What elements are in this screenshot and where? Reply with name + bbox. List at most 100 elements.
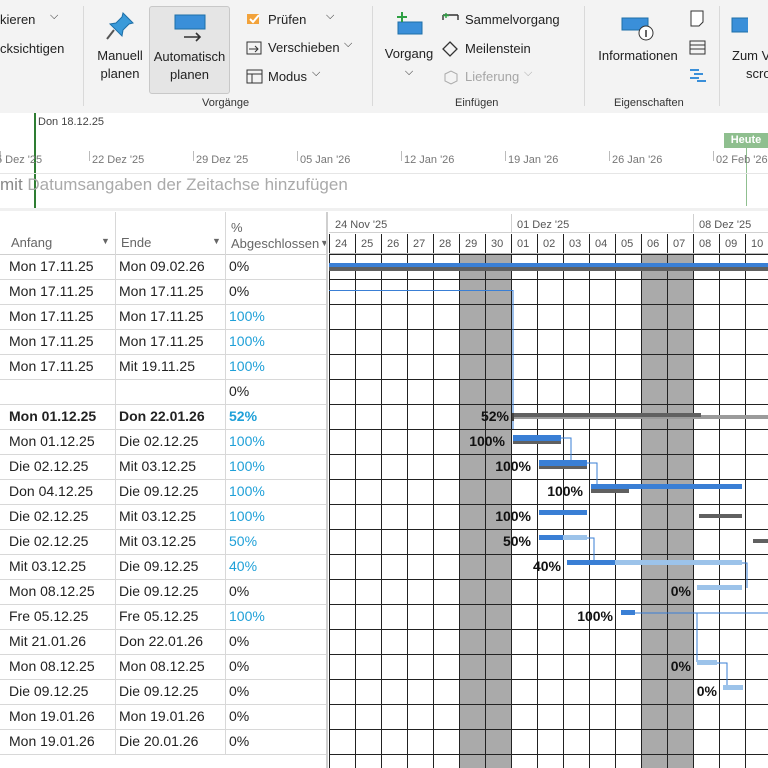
cell-end[interactable]: Mon 17.11.25 (119, 308, 204, 324)
table-row[interactable]: Mon 01.12.25 Die 02.12.25 100% (0, 429, 328, 455)
cell-percent-complete[interactable]: 100% (229, 333, 265, 349)
splitter[interactable] (326, 212, 328, 768)
auto-schedule-button[interactable]: Automatisch planen (149, 6, 230, 94)
table-row[interactable]: Mon 17.11.25 Mon 17.11.25 0% (0, 279, 328, 305)
cell-percent-complete[interactable]: 0% (229, 683, 250, 699)
dropdown-arrow-icon[interactable]: ▼ (320, 238, 329, 248)
cell-end[interactable]: Die 09.12.25 (119, 583, 199, 599)
cell-start[interactable]: Die 02.12.25 (9, 458, 89, 474)
cell-end[interactable]: Don 22.01.26 (119, 408, 205, 424)
cell-start[interactable]: Die 09.12.25 (9, 683, 89, 699)
column-header-start[interactable]: Anfang ▼ (0, 212, 116, 254)
cell-start[interactable]: Mon 08.12.25 (9, 658, 95, 674)
table-row[interactable]: Mon 17.11.25 Mon 17.11.25 100% (0, 329, 328, 355)
insert-task-button[interactable]: Vorgang ⌵ (380, 8, 438, 92)
cell-percent-complete[interactable]: 100% (229, 458, 265, 474)
cell-percent-complete[interactable]: 0% (229, 733, 250, 749)
cell-start[interactable]: Mon 19.01.26 (9, 708, 95, 724)
chevron-down-icon[interactable]: ⌵ (50, 10, 59, 22)
timeline[interactable]: Don 18.12.25 Heute 5 Dez '25 22 Dez '25 … (0, 113, 768, 211)
cell-percent-complete[interactable]: 0% (229, 383, 250, 399)
cell-end[interactable]: Die 09.12.25 (119, 558, 199, 574)
cell-end[interactable]: Mit 03.12.25 (119, 508, 197, 524)
cell-start[interactable]: Don 04.12.25 (9, 483, 94, 499)
dropdown-arrow-icon[interactable]: ▼ (212, 236, 221, 246)
table-row[interactable]: Mon 01.12.25 Don 22.01.26 52% (0, 404, 328, 430)
table-row[interactable]: Mon 17.11.25 Mon 09.02.26 0% (0, 254, 328, 280)
cell-percent-complete[interactable]: 100% (229, 508, 265, 524)
cell-end[interactable]: Die 02.12.25 (119, 433, 199, 449)
details-icon[interactable] (689, 40, 707, 61)
cell-start[interactable]: Die 02.12.25 (9, 508, 89, 524)
cell-percent-complete[interactable]: 0% (229, 633, 250, 649)
table-row[interactable]: Mon 19.01.26 Mon 19.01.26 0% (0, 704, 328, 730)
cell-start[interactable]: Mon 08.12.25 (9, 583, 95, 599)
table-row[interactable]: Die 02.12.25 Mit 03.12.25 50% (0, 529, 328, 555)
table-row[interactable]: Die 09.12.25 Die 09.12.25 0% (0, 679, 328, 705)
cell-start[interactable]: Mon 17.11.25 (9, 358, 94, 374)
cell-start[interactable]: Mon 17.11.25 (9, 283, 94, 299)
cell-percent-complete[interactable]: 0% (229, 583, 250, 599)
cell-start[interactable]: Mon 17.11.25 (9, 308, 94, 324)
notes-icon[interactable] (689, 10, 705, 33)
cell-end[interactable]: Mon 19.01.26 (119, 708, 205, 724)
cell-percent-complete[interactable]: 100% (229, 358, 265, 374)
cell-end[interactable]: Mit 03.12.25 (119, 533, 197, 549)
table-row[interactable]: 0% (0, 379, 328, 405)
cell-start[interactable]: Mon 19.01.26 (9, 733, 95, 749)
table-row[interactable]: Die 02.12.25 Mit 03.12.25 100% (0, 454, 328, 480)
cell-start[interactable]: Mit 21.01.26 (9, 633, 87, 649)
ribbon-partial-item-2[interactable]: cksichtigen (0, 41, 65, 56)
cell-percent-complete[interactable]: 0% (229, 708, 250, 724)
column-header-end[interactable]: Ende ▼ (116, 212, 226, 254)
cell-start[interactable]: Mon 01.12.25 (9, 408, 97, 424)
manual-schedule-button[interactable]: Manuell planen (92, 8, 148, 92)
cell-start[interactable]: Fre 05.12.25 (9, 608, 89, 624)
column-header-percent[interactable]: % Abgeschlossen ▼ (226, 212, 329, 254)
cell-end[interactable]: Mon 08.12.25 (119, 658, 205, 674)
cell-percent-complete[interactable]: 0% (229, 658, 250, 674)
table-row[interactable]: Don 04.12.25 Die 09.12.25 100% (0, 479, 328, 505)
weekend-shading (668, 254, 693, 768)
cell-percent-complete[interactable]: 0% (229, 283, 250, 299)
cell-end[interactable]: Mon 09.02.26 (119, 258, 205, 274)
table-row[interactable]: Mit 21.01.26 Don 22.01.26 0% (0, 629, 328, 655)
cell-start[interactable]: Mon 01.12.25 (9, 433, 95, 449)
cell-start[interactable]: Mon 17.11.25 (9, 258, 94, 274)
cell-percent-complete[interactable]: 100% (229, 483, 265, 499)
table-row[interactable]: Die 02.12.25 Mit 03.12.25 100% (0, 504, 328, 530)
cell-percent-complete[interactable]: 0% (229, 258, 250, 274)
cell-percent-complete[interactable]: 100% (229, 608, 265, 624)
cell-percent-complete[interactable]: 100% (229, 308, 265, 324)
cell-percent-complete[interactable]: 40% (229, 558, 258, 574)
ribbon-partial-item-1[interactable]: kieren (0, 12, 36, 27)
table-row[interactable]: Mon 19.01.26 Die 20.01.26 0% (0, 729, 328, 755)
cell-end[interactable]: Mon 17.11.25 (119, 283, 204, 299)
table-row[interactable]: Mon 08.12.25 Mon 08.12.25 0% (0, 654, 328, 680)
cell-end[interactable]: Mit 19.11.25 (119, 358, 196, 374)
table-row[interactable]: Fre 05.12.25 Fre 05.12.25 100% (0, 604, 328, 630)
cell-end[interactable]: Die 20.01.26 (119, 733, 199, 749)
add-to-timeline-icon[interactable] (689, 66, 707, 89)
table-row[interactable]: Mon 17.11.25 Mon 17.11.25 100% (0, 304, 328, 330)
cell-percent-complete[interactable]: 52% (229, 408, 258, 424)
cell-end[interactable]: Mon 17.11.25 (119, 333, 204, 349)
table-row[interactable]: Mon 17.11.25 Mit 19.11.25 100% (0, 354, 328, 380)
cell-start[interactable]: Mit 03.12.25 (9, 558, 87, 574)
information-button[interactable]: Informationen (592, 8, 684, 72)
scroll-to-task-button[interactable]: Zum V scro (728, 14, 768, 83)
gantt-chart[interactable]: 24 Nov '25 01 Dez '25 08 Dez '25 24 25 26 27 28… (329, 212, 768, 768)
cell-end[interactable]: Die 09.12.25 (119, 483, 199, 499)
cell-end[interactable]: Die 09.12.25 (119, 683, 199, 699)
cell-percent-complete[interactable]: 100% (229, 433, 265, 449)
cell-end[interactable]: Don 22.01.26 (119, 633, 204, 649)
timeline-placeholder[interactable]: mit Datumsangaben der Zeitachse hinzufüg… (0, 175, 348, 195)
table-row[interactable]: Mit 03.12.25 Die 09.12.25 40% (0, 554, 328, 580)
table-row[interactable]: Mon 08.12.25 Die 09.12.25 0% (0, 579, 328, 605)
dropdown-arrow-icon[interactable]: ▼ (101, 236, 110, 246)
cell-start[interactable]: Mon 17.11.25 (9, 333, 94, 349)
cell-end[interactable]: Mit 03.12.25 (119, 458, 197, 474)
cell-end[interactable]: Fre 05.12.25 (119, 608, 199, 624)
cell-percent-complete[interactable]: 50% (229, 533, 258, 549)
cell-start[interactable]: Die 02.12.25 (9, 533, 89, 549)
